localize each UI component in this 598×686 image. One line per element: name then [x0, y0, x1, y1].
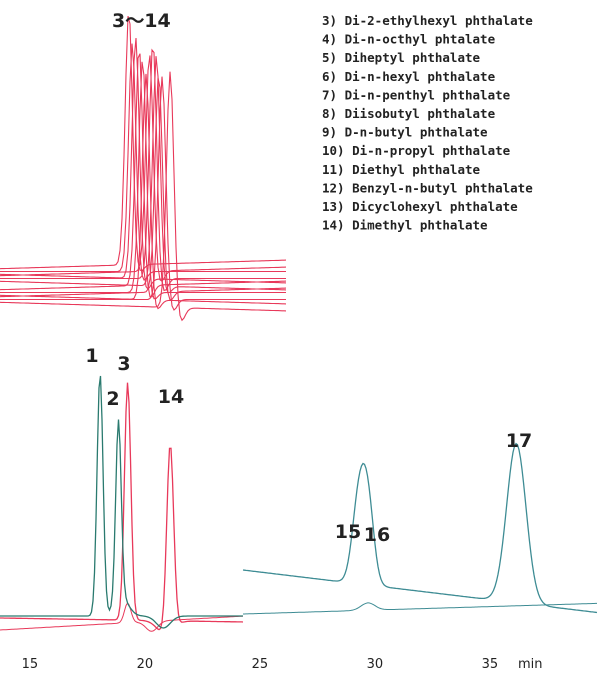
- legend-item: 6) Di-n-hexyl phthalate: [322, 69, 496, 84]
- overlay-trace: [0, 55, 287, 282]
- green-trace-peaks-1-2: [0, 375, 243, 629]
- legend-item: 8) Diisobutyl phthalate: [322, 106, 496, 121]
- overlay-peak-range-label: 3～14: [112, 10, 171, 32]
- legend-item: 12) Benzyl-n-butyl phthalate: [322, 180, 533, 195]
- legend-item: 11) Diethyl phthalate: [322, 162, 481, 177]
- overlay-trace: [0, 77, 287, 301]
- x-tick-label: 15: [22, 657, 39, 672]
- x-tick-label: 30: [367, 657, 384, 672]
- overlay-trace: [0, 71, 287, 322]
- legend-item: 13) Dicyclohexyl phthalate: [322, 199, 518, 214]
- overlay-chromatogram-traces: [0, 16, 287, 322]
- overlay-trace: [0, 56, 287, 294]
- overlay-trace: [0, 48, 286, 292]
- x-tick-label: 35: [482, 657, 499, 672]
- x-axis: 15 20 25 30 35: [22, 657, 499, 672]
- peak-label-2: 2: [106, 388, 119, 410]
- peak-label-17: 17: [506, 430, 532, 452]
- peak-label-14: 14: [158, 386, 184, 408]
- x-axis-unit-label: min: [518, 657, 543, 672]
- compound-legend: 3) Di-2-ethylhexyl phthalate 4) Di-n-octh…: [322, 13, 533, 233]
- peak-label-16: 16: [364, 524, 390, 546]
- lower-chromatogram-traces: [0, 375, 598, 632]
- overlay-trace: [0, 73, 287, 310]
- peak-label-15: 15: [335, 521, 361, 543]
- overlay-trace: [0, 76, 286, 311]
- teal-trace-peaks-15-16-17: [242, 442, 598, 614]
- legend-item: 5) Diheptyl phthalate: [322, 50, 481, 65]
- overlay-trace: [0, 43, 286, 281]
- x-tick-label: 25: [252, 657, 269, 672]
- peak-label-3: 3: [117, 353, 130, 375]
- overlay-trace: [0, 61, 286, 300]
- peak-labels: 12 3 14 15 16 17: [85, 345, 532, 546]
- legend-item: 9) D-n-butyl phthalate: [322, 125, 488, 140]
- red-trace-peaks-3-14: [0, 382, 244, 631]
- peak-label-1: 1: [85, 345, 98, 367]
- legend-item: 3) Di-2-ethylhexyl phthalate: [322, 13, 533, 28]
- red-trace-baseline: [0, 602, 244, 632]
- legend-item: 4) Di-n-octhyl phtalate: [322, 32, 496, 47]
- overlay-trace: [0, 37, 287, 290]
- teal-trace-baseline: [243, 602, 597, 615]
- legend-item: 10) Di-n-propyl phthalate: [322, 143, 511, 158]
- legend-item: 14) Dimethyl phthalate: [322, 218, 488, 233]
- x-tick-label: 20: [137, 657, 154, 672]
- legend-item: 7) Di-n-penthyl phthalate: [322, 87, 511, 102]
